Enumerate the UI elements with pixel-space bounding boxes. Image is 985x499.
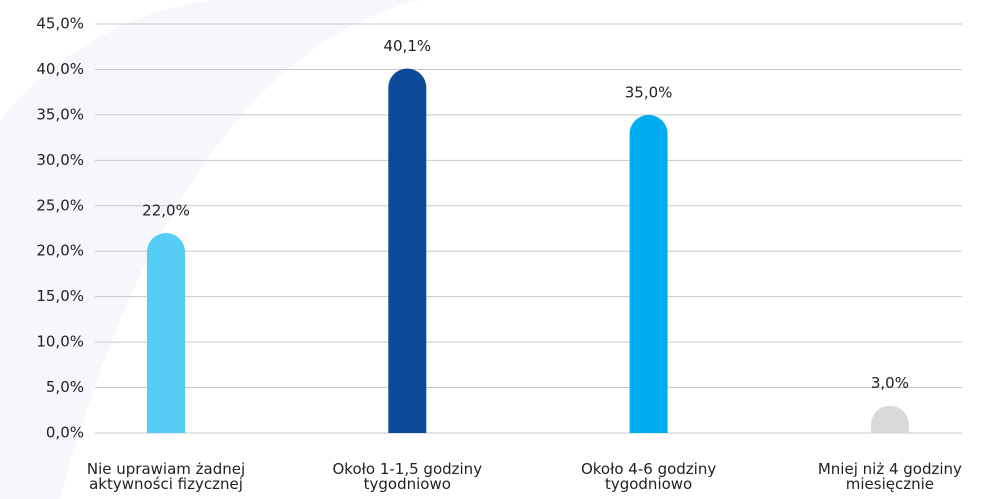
bar bbox=[629, 114, 668, 433]
y-tick-label: 25,0% bbox=[36, 196, 84, 214]
x-tick-label: Nie uprawiam żadnej aktywności fizycznej bbox=[86, 460, 246, 493]
value-label: 40,1% bbox=[383, 37, 431, 55]
y-tick-label: 35,0% bbox=[36, 105, 84, 123]
bar bbox=[147, 233, 185, 433]
x-tick-label: Mniej niż 4 godziny miesięcznie bbox=[817, 460, 962, 493]
x-tick-label: Około 1-1,5 godziny tygodniowo bbox=[332, 460, 483, 493]
value-label: 22,0% bbox=[142, 202, 190, 220]
y-tick-label: 0,0% bbox=[46, 424, 84, 442]
value-label: 35,0% bbox=[625, 83, 673, 101]
bar bbox=[870, 405, 909, 433]
y-tick-label: 5,0% bbox=[46, 378, 84, 396]
y-tick-label: 40,0% bbox=[36, 60, 84, 78]
value-label: 3,0% bbox=[871, 374, 909, 392]
y-tick-label: 45,0% bbox=[36, 15, 84, 33]
y-tick-label: 30,0% bbox=[36, 151, 84, 169]
y-tick-label: 15,0% bbox=[36, 287, 84, 305]
y-tick-label: 10,0% bbox=[36, 333, 84, 351]
y-tick-label: 20,0% bbox=[36, 242, 84, 260]
background-shape bbox=[0, 0, 420, 499]
bar bbox=[388, 68, 427, 433]
x-tick-label: Około 4-6 godziny tygodniowo bbox=[580, 460, 717, 493]
